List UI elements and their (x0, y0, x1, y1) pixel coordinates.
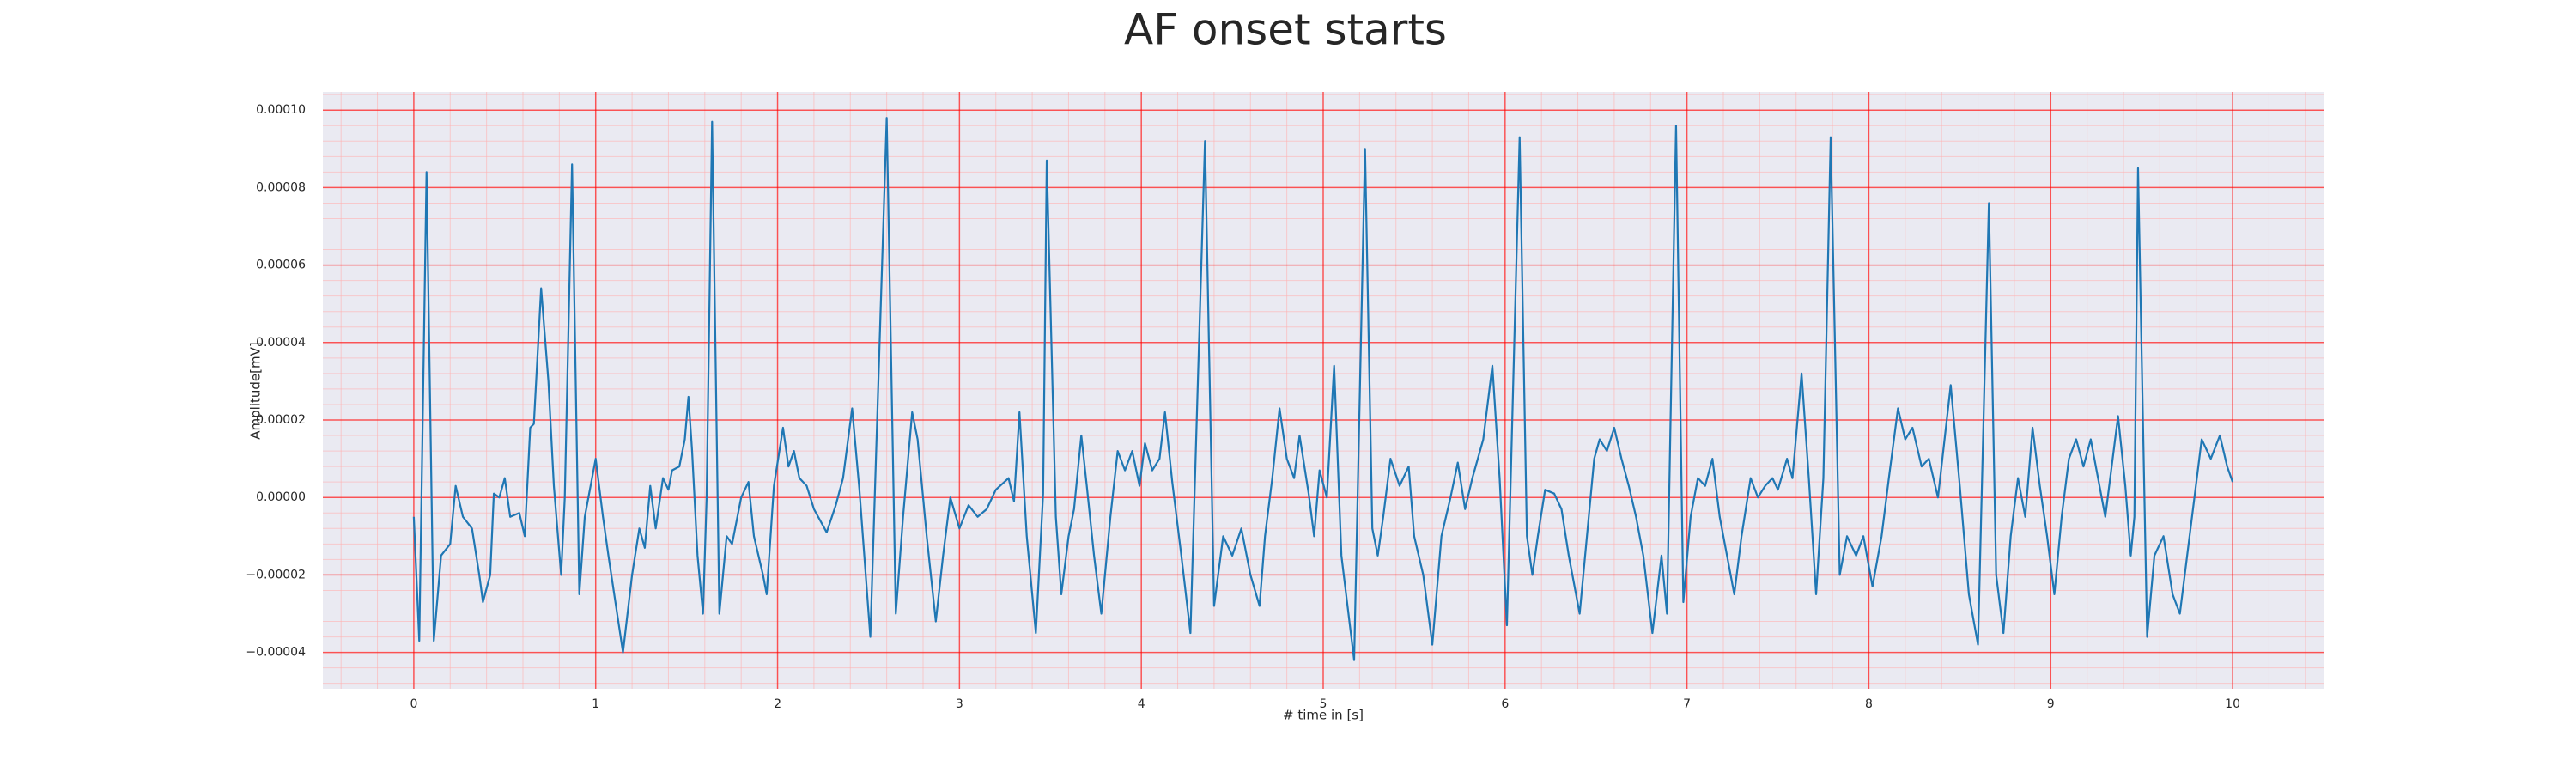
y-tick-label: 0.00006 (256, 259, 306, 272)
signal-line (412, 117, 2234, 661)
x-tick-label: 7 (1683, 697, 1691, 711)
y-tick-label: 0.00000 (256, 490, 306, 504)
y-tick-label: −0.00002 (246, 568, 306, 581)
x-tick-label: 6 (1501, 697, 1509, 711)
y-tick-label: 0.00010 (256, 103, 306, 117)
y-tick-label: 0.00008 (256, 180, 306, 194)
x-tick-label: 0 (410, 697, 417, 711)
x-tick-label: 4 (1138, 697, 1145, 711)
x-tick-label: 3 (956, 697, 963, 711)
plot-area (323, 92, 2324, 689)
x-tick-label: 2 (774, 697, 781, 711)
x-tick-label: 1 (592, 697, 599, 711)
x-tick-label: 8 (1865, 697, 1873, 711)
x-tick-label: 9 (2047, 697, 2055, 711)
x-axis-label: # time in [s] (1283, 708, 1364, 723)
x-tick-label: 5 (1320, 697, 1327, 711)
x-tick-label: 10 (2225, 697, 2240, 711)
y-axis-label: Amplitude[mV] (248, 342, 264, 439)
y-tick-label: −0.00004 (246, 646, 306, 660)
chart-title: AF onset starts (1124, 5, 1447, 55)
y-tick-label: 0.00004 (256, 336, 306, 350)
y-tick-label: 0.00002 (256, 413, 306, 427)
